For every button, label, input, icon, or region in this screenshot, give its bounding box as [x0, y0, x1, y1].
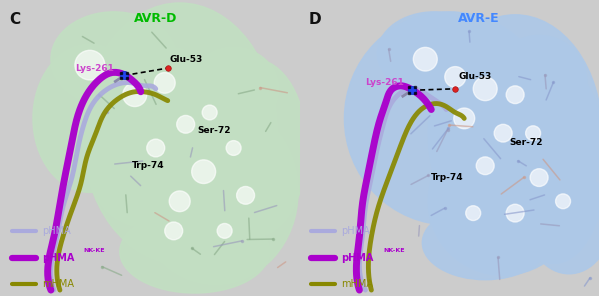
- Circle shape: [226, 141, 241, 155]
- Text: D: D: [308, 12, 321, 27]
- Circle shape: [192, 160, 216, 184]
- Circle shape: [165, 222, 183, 240]
- Text: mHMA: mHMA: [42, 279, 74, 289]
- Ellipse shape: [133, 101, 298, 284]
- Ellipse shape: [113, 47, 217, 130]
- Text: AVR-E: AVR-E: [458, 12, 500, 25]
- Text: Glu-53: Glu-53: [169, 55, 202, 64]
- Ellipse shape: [120, 210, 270, 293]
- Circle shape: [494, 124, 512, 142]
- Ellipse shape: [428, 127, 578, 275]
- Text: NK-KE: NK-KE: [383, 248, 405, 252]
- Text: Trp-74: Trp-74: [132, 161, 164, 170]
- Circle shape: [526, 126, 540, 141]
- Ellipse shape: [189, 47, 279, 130]
- Text: Lys-261: Lys-261: [365, 78, 404, 87]
- Circle shape: [202, 105, 217, 120]
- Text: mHMA: mHMA: [341, 279, 373, 289]
- Circle shape: [155, 73, 176, 93]
- Text: pHMA: pHMA: [341, 226, 370, 236]
- Ellipse shape: [344, 12, 554, 225]
- Circle shape: [466, 206, 480, 221]
- Circle shape: [476, 157, 494, 175]
- Circle shape: [217, 223, 232, 238]
- Circle shape: [473, 77, 497, 101]
- Ellipse shape: [51, 12, 177, 107]
- Ellipse shape: [491, 36, 587, 130]
- Text: Ser-72: Ser-72: [198, 126, 231, 135]
- Circle shape: [147, 139, 165, 157]
- Circle shape: [506, 86, 524, 104]
- Text: Ser-72: Ser-72: [509, 138, 543, 147]
- Text: Lys-261: Lys-261: [75, 64, 114, 73]
- Circle shape: [169, 191, 190, 212]
- Ellipse shape: [90, 115, 210, 228]
- Text: pHMA: pHMA: [42, 252, 74, 263]
- Circle shape: [413, 47, 437, 71]
- Circle shape: [506, 204, 524, 222]
- Circle shape: [123, 83, 147, 107]
- Ellipse shape: [502, 62, 599, 263]
- Ellipse shape: [410, 38, 536, 127]
- Ellipse shape: [33, 44, 147, 192]
- Ellipse shape: [202, 59, 307, 237]
- Circle shape: [530, 169, 548, 186]
- Ellipse shape: [377, 12, 491, 95]
- Ellipse shape: [527, 170, 599, 274]
- Circle shape: [556, 194, 570, 209]
- Ellipse shape: [422, 206, 548, 280]
- Text: Glu-53: Glu-53: [458, 73, 492, 81]
- Circle shape: [237, 186, 255, 204]
- Circle shape: [177, 115, 195, 133]
- Circle shape: [444, 67, 466, 87]
- Text: AVR-D: AVR-D: [134, 12, 177, 25]
- Ellipse shape: [428, 15, 599, 252]
- Text: pHMA: pHMA: [42, 226, 71, 236]
- Text: Trp-74: Trp-74: [431, 173, 464, 182]
- Text: C: C: [9, 12, 20, 27]
- Text: pHMA: pHMA: [341, 252, 374, 263]
- Circle shape: [75, 50, 105, 80]
- Circle shape: [454, 108, 475, 129]
- Text: NK-KE: NK-KE: [84, 248, 105, 252]
- Ellipse shape: [82, 3, 277, 263]
